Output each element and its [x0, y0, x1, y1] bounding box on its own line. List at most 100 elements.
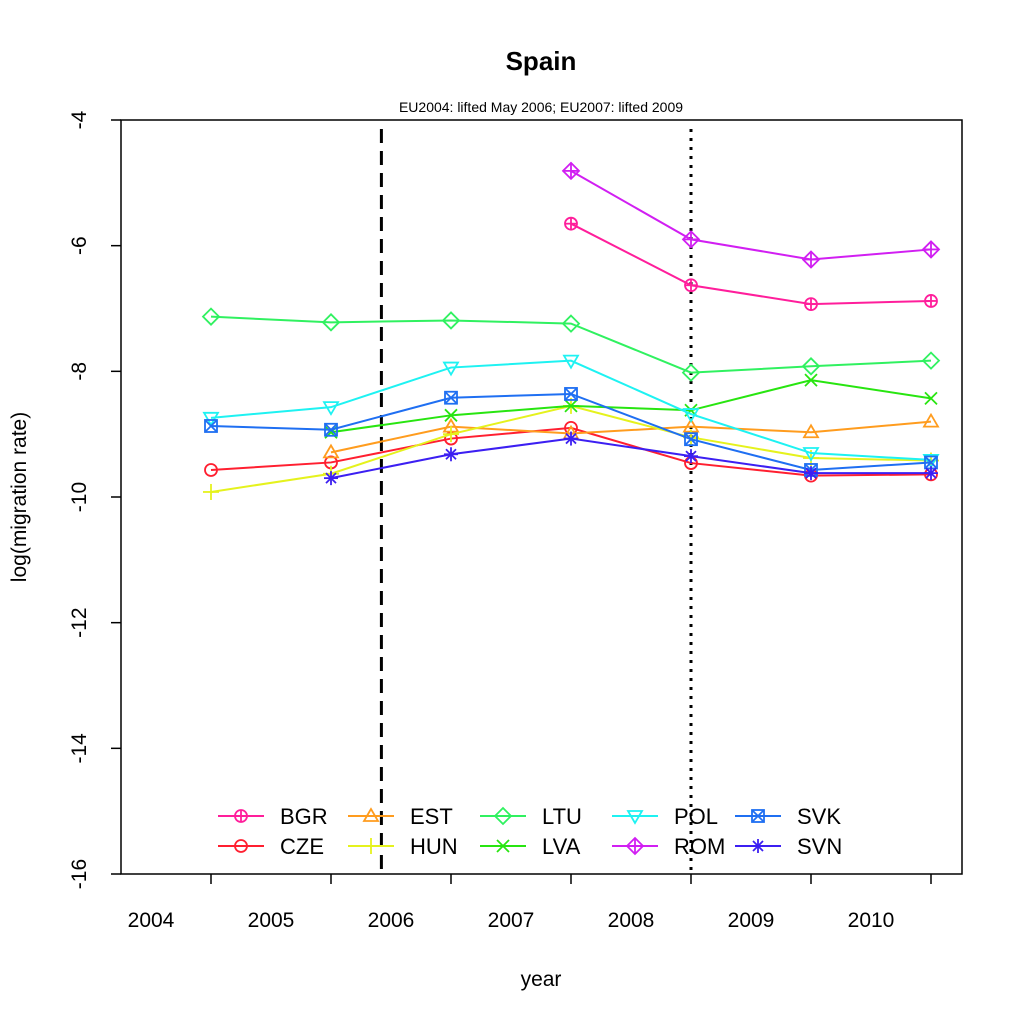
legend-item-ltu: LTU	[480, 804, 582, 829]
legend-marker-lva	[496, 839, 510, 853]
data-point-pol	[922, 454, 940, 469]
legend: BGR CZE EST HUN LTU LVA POL ROM SVK SVN	[218, 804, 842, 859]
legend-marker-cze	[234, 839, 248, 853]
data-point-bgr	[684, 278, 698, 293]
data-point-est	[802, 423, 820, 439]
legend-label-svn: SVN	[797, 834, 842, 859]
legend-marker-rom	[625, 836, 645, 856]
legend-marker-pol	[626, 810, 644, 825]
legend-item-svk: SVK	[735, 804, 841, 829]
series-line-ltu	[210, 315, 932, 374]
data-point-lva	[444, 408, 458, 422]
series-line-pol	[210, 359, 932, 461]
data-point-bgr	[564, 216, 578, 231]
data-point-est	[322, 443, 340, 459]
chart-title: Spain	[506, 46, 577, 76]
plot-frame	[120, 119, 963, 875]
legend-marker-est	[362, 807, 380, 822]
data-point-pol	[682, 408, 700, 423]
data-point-svk	[324, 422, 338, 437]
data-point-hun	[203, 483, 219, 500]
y-axis: -4 -6 -8 -10 -12 -14 -16	[68, 110, 121, 889]
data-point-rom	[801, 250, 821, 269]
reference-lines	[379, 129, 693, 874]
legend-item-svn: SVN	[735, 834, 842, 859]
data-point-ltu	[321, 313, 341, 332]
legend-label-hun: HUN	[410, 834, 458, 859]
x-tick-label: 2004	[128, 909, 175, 932]
x-tick-label: 2010	[848, 909, 895, 932]
data-point-svn	[444, 447, 458, 462]
legend-label-pol: POL	[674, 804, 718, 829]
legend-item-hun: HUN	[348, 834, 458, 859]
legend-item-est: EST	[348, 804, 453, 829]
x-tick-label: 2006	[368, 909, 415, 932]
legend-label-rom: ROM	[674, 834, 725, 859]
x-tick-label: 2007	[488, 909, 535, 932]
data-point-lva	[804, 373, 818, 387]
legend-item-cze: CZE	[218, 834, 324, 859]
data-point-svn	[324, 471, 338, 486]
data-point-svk	[564, 387, 578, 401]
data-point-ltu	[681, 363, 701, 382]
series-layer	[201, 161, 941, 500]
data-point-bgr	[924, 294, 938, 308]
data-point-rom	[681, 230, 701, 249]
data-point-pol	[802, 447, 820, 462]
data-point-pol	[322, 401, 340, 416]
data-point-svn	[804, 466, 818, 481]
legend-label-lva: LVA	[542, 834, 581, 859]
series-bgr	[564, 216, 938, 312]
data-point-cze	[204, 463, 218, 477]
x-axis-label: year	[521, 968, 562, 991]
y-tick-label: -4	[68, 110, 91, 129]
series-line-bgr	[570, 222, 932, 306]
data-point-ltu	[801, 357, 821, 376]
series-ltu	[201, 307, 941, 382]
y-tick-label: -6	[68, 236, 91, 255]
y-tick-label: -14	[68, 733, 91, 764]
x-tick-label: 2005	[248, 909, 295, 932]
series-pol	[202, 354, 940, 469]
data-point-svk	[444, 390, 458, 405]
legend-label-est: EST	[410, 804, 453, 829]
data-point-bgr	[804, 297, 818, 312]
legend-item-lva: LVA	[480, 834, 581, 859]
y-tick-label: -8	[68, 362, 91, 381]
data-point-lva	[564, 399, 578, 413]
data-point-rom	[561, 161, 581, 181]
data-point-rom	[921, 240, 941, 259]
legend-item-pol: POL	[612, 804, 718, 829]
legend-marker-hun	[363, 838, 379, 854]
series-line-est	[330, 420, 932, 454]
legend-marker-svn	[751, 839, 765, 853]
legend-label-cze: CZE	[280, 834, 324, 859]
y-tick-label: -16	[68, 859, 91, 889]
series-line-rom	[570, 170, 932, 261]
series-line-svn	[330, 437, 931, 480]
legend-label-svk: SVK	[797, 804, 841, 829]
data-point-hun	[443, 426, 459, 443]
data-point-ltu	[201, 307, 221, 326]
data-point-svk	[684, 432, 698, 447]
data-point-ltu	[921, 351, 941, 370]
legend-marker-ltu	[493, 806, 513, 826]
series-line-lva	[330, 379, 932, 434]
x-tick-label: 2008	[608, 909, 655, 932]
series-rom	[561, 161, 941, 269]
data-point-svn	[564, 431, 578, 446]
y-tick-label: -12	[68, 607, 91, 637]
y-axis-label: log(migration rate)	[8, 412, 31, 582]
data-point-est	[922, 412, 940, 428]
data-point-svn	[684, 449, 698, 464]
legend-label-bgr: BGR	[280, 804, 328, 829]
data-point-pol	[442, 361, 460, 377]
x-tick-label: 2009	[728, 909, 775, 932]
x-axis: 2004 2005 2006 2007 2008 2009 2010	[128, 874, 932, 932]
legend-label-ltu: LTU	[542, 804, 582, 829]
chart-subtitle: EU2004: lifted May 2006; EU2007: lifted …	[399, 99, 683, 115]
data-point-pol	[562, 354, 580, 370]
data-point-svn	[924, 466, 938, 481]
